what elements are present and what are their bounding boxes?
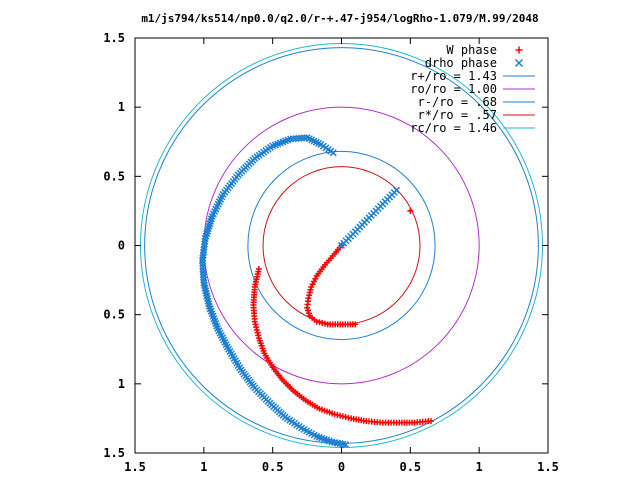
- y-tick-label-2: 0.5: [103, 308, 125, 322]
- series-0: [250, 207, 434, 426]
- y-tick-label-6: 1.5: [103, 31, 125, 45]
- point-1-101: [198, 257, 206, 265]
- data-series: [198, 134, 434, 449]
- point-0-27: [305, 310, 312, 317]
- legend-label-2: r+/ro = 1.43: [410, 69, 497, 83]
- y-tick-label-3: 0: [118, 239, 125, 253]
- point-1-103: [199, 262, 207, 270]
- x-tick-label-5: 1: [476, 460, 483, 474]
- point-0-47: [407, 207, 414, 214]
- legend-label-5: r*/ro = .57: [418, 108, 497, 122]
- y-tick-label-5: 1: [118, 100, 125, 114]
- point-0-46: [352, 321, 359, 328]
- x-tick-label-4: 0.5: [399, 460, 421, 474]
- point-1-104: [199, 265, 207, 273]
- legend-label-0: W phase: [446, 43, 497, 57]
- x-tick-label-0: 1.5: [124, 460, 146, 474]
- point-1-106: [199, 271, 207, 279]
- series-1: [198, 134, 401, 449]
- point-1-107: [199, 273, 208, 281]
- circle-2: [247, 150, 436, 341]
- legend-label-3: ro/ro = 1.00: [410, 82, 497, 96]
- point-1-102: [199, 259, 207, 268]
- chart-title: m1/js794/ks514/np0.0/q2.0/r-+.47-j954/lo…: [141, 12, 538, 25]
- x-tick-label-1: 1: [200, 460, 207, 474]
- point-0-25: [304, 304, 311, 311]
- point-1-24: [393, 186, 401, 194]
- legend-label-6: rc/ro = 1.46: [410, 121, 497, 135]
- y-tick-label-0: 1.5: [103, 446, 125, 460]
- y-tick-label-1: 1: [118, 377, 125, 391]
- legend-label-1: drho phase: [425, 56, 497, 70]
- legend-symbol-1: [514, 58, 524, 68]
- x-tick-label-6: 1.5: [537, 460, 559, 474]
- legend-symbol-0: [515, 46, 523, 54]
- point-1-194: [342, 441, 350, 449]
- point-1-105: [199, 268, 207, 276]
- point-0-26: [305, 307, 312, 314]
- y-tick-label-4: 0.5: [103, 169, 125, 183]
- x-tick-label-2: 0.5: [262, 460, 284, 474]
- legend-label-4: r-/ro = .68: [418, 95, 497, 109]
- point-0-152: [427, 418, 434, 425]
- x-tick-label-3: 0: [338, 460, 345, 474]
